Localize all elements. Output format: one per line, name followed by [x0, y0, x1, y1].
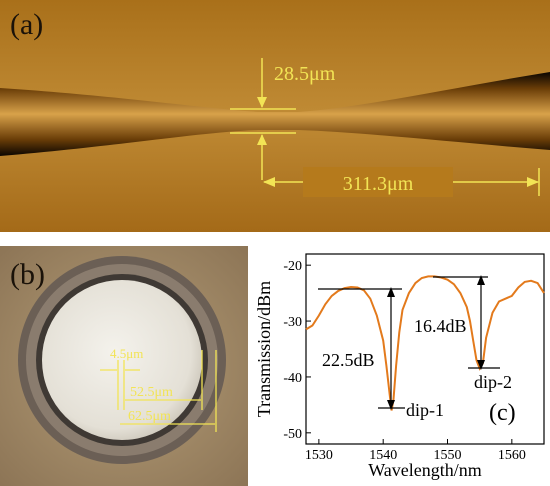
panel-c-label: (c) — [489, 400, 516, 426]
y-tick-label: -20 — [283, 259, 302, 274]
dip2-arrowhead-top — [477, 275, 485, 285]
length-label: 311.3μm — [343, 173, 414, 195]
panel-b: (b) 4.5μm 52.5μm 62.5μm — [0, 246, 248, 486]
plot-frame — [305, 253, 545, 445]
y-axis-title: Transmission/dBm — [254, 281, 274, 417]
dip2-label: dip-2 — [474, 372, 512, 392]
length-arrowhead-left — [263, 177, 275, 187]
x-axis-title: Wavelength/nm — [368, 460, 482, 480]
waist-arrowhead-bottom — [257, 134, 267, 145]
x-tick-label: 1530 — [305, 448, 333, 463]
x-tick-label: 1560 — [498, 448, 526, 463]
y-tick-label: -40 — [283, 371, 302, 386]
dip1-arrowhead-top — [387, 287, 395, 297]
label-52-5: 52.5μm — [130, 385, 173, 400]
panel-a-label: (a) — [10, 8, 43, 41]
waist-arrowhead-top — [257, 97, 267, 108]
y-axis: -20 -30 -40 -50 — [283, 259, 311, 442]
panel-a: (a) 28.5μm 311.3μm — [0, 0, 550, 232]
panel-b-label: (b) — [10, 258, 45, 291]
dip1-arrowhead-bottom — [387, 400, 395, 410]
tapered-fiber — [0, 72, 550, 156]
x-tick-label: 1540 — [369, 448, 397, 463]
waist-label: 28.5μm — [274, 63, 336, 85]
label-62-5: 62.5μm — [128, 409, 171, 424]
length-arrowhead-right — [527, 177, 539, 187]
label-4-5: 4.5μm — [110, 346, 143, 361]
length-label-bg — [303, 167, 453, 197]
dip1-depth-label: 22.5dB — [322, 350, 375, 370]
panel-c-chart: -20 -30 -40 -50 1530 1540 1550 1560 22.5dB 16.… — [254, 253, 545, 480]
dip2-depth-label: 16.4dB — [414, 316, 467, 336]
dip1-label: dip-1 — [406, 400, 444, 420]
dip2-arrowhead-bottom — [477, 360, 485, 370]
x-axis: 1530 1540 1550 1560 — [305, 439, 526, 463]
series-line — [305, 275, 545, 411]
x-tick-label: 1550 — [434, 448, 462, 463]
y-tick-label: -30 — [283, 315, 302, 330]
y-tick-label: -50 — [283, 427, 302, 442]
